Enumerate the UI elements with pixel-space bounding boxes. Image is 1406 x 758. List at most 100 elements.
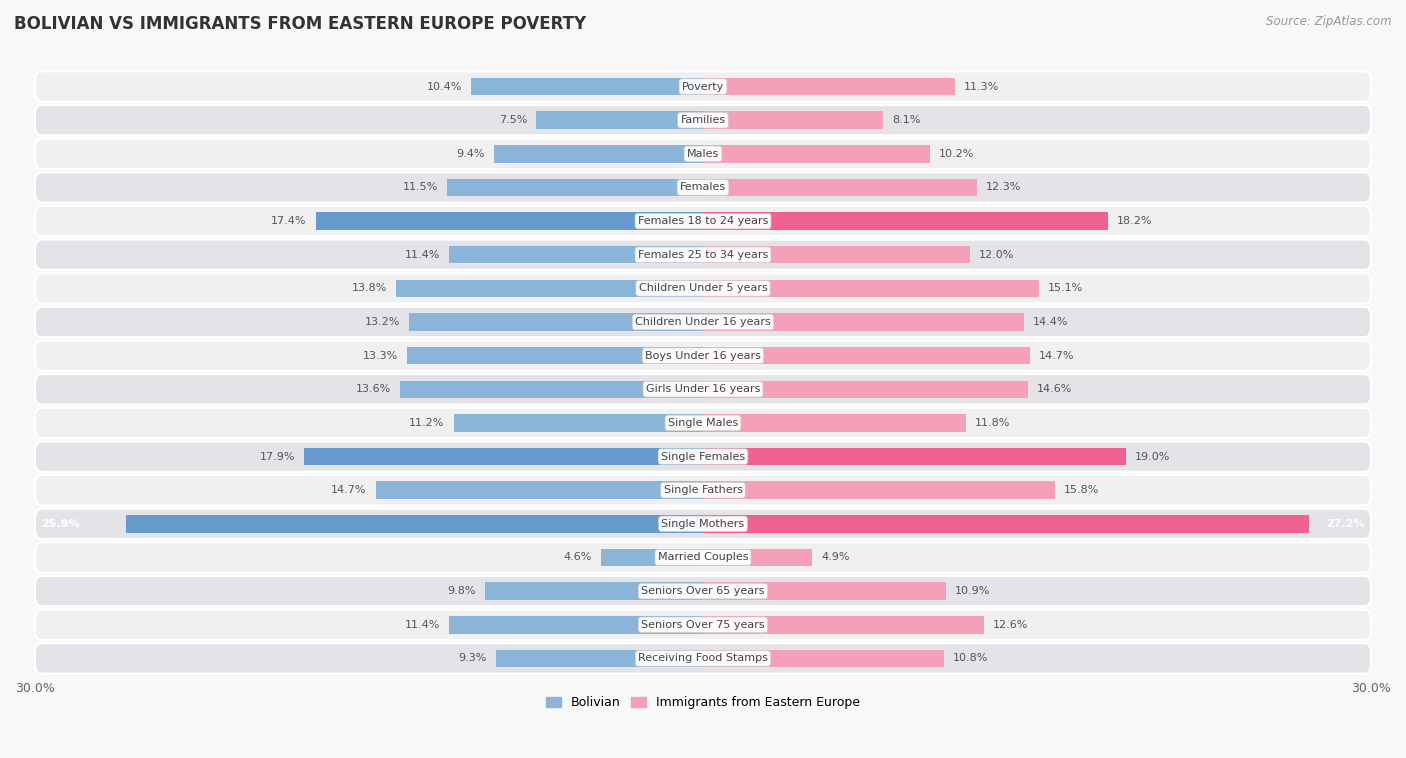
Text: Girls Under 16 years: Girls Under 16 years <box>645 384 761 394</box>
FancyBboxPatch shape <box>35 475 1371 506</box>
Bar <box>395 280 703 297</box>
Text: 11.4%: 11.4% <box>405 249 440 260</box>
Text: Single Mothers: Single Mothers <box>661 519 745 529</box>
Text: 12.0%: 12.0% <box>979 249 1015 260</box>
FancyBboxPatch shape <box>35 71 1371 102</box>
Bar <box>471 78 703 96</box>
Text: 11.4%: 11.4% <box>405 620 440 630</box>
Bar <box>703 448 1126 465</box>
Text: 9.3%: 9.3% <box>458 653 486 663</box>
Bar <box>703 78 955 96</box>
Text: Females 18 to 24 years: Females 18 to 24 years <box>638 216 768 226</box>
Bar <box>703 347 1031 365</box>
Text: 10.4%: 10.4% <box>427 82 463 92</box>
FancyBboxPatch shape <box>35 139 1371 169</box>
Text: Source: ZipAtlas.com: Source: ZipAtlas.com <box>1267 15 1392 28</box>
FancyBboxPatch shape <box>35 105 1371 136</box>
Text: 27.2%: 27.2% <box>1326 519 1364 529</box>
Text: 9.8%: 9.8% <box>447 586 475 596</box>
Text: 10.8%: 10.8% <box>952 653 988 663</box>
Bar <box>447 179 703 196</box>
Bar <box>401 381 703 398</box>
Text: 18.2%: 18.2% <box>1118 216 1153 226</box>
Text: 13.8%: 13.8% <box>352 283 387 293</box>
Text: 14.4%: 14.4% <box>1032 317 1069 327</box>
Text: 8.1%: 8.1% <box>893 115 921 125</box>
FancyBboxPatch shape <box>35 509 1371 539</box>
FancyBboxPatch shape <box>35 340 1371 371</box>
Bar <box>703 549 813 566</box>
Text: Females 25 to 34 years: Females 25 to 34 years <box>638 249 768 260</box>
FancyBboxPatch shape <box>35 374 1371 405</box>
Bar <box>703 212 1108 230</box>
FancyBboxPatch shape <box>35 408 1371 438</box>
Bar <box>454 414 703 432</box>
FancyBboxPatch shape <box>35 576 1371 606</box>
Bar <box>703 481 1054 499</box>
Text: 10.9%: 10.9% <box>955 586 990 596</box>
Bar <box>375 481 703 499</box>
FancyBboxPatch shape <box>35 609 1371 640</box>
Bar <box>703 179 977 196</box>
Text: Boys Under 16 years: Boys Under 16 years <box>645 351 761 361</box>
Text: 11.8%: 11.8% <box>974 418 1010 428</box>
Bar <box>703 582 946 600</box>
Text: 11.2%: 11.2% <box>409 418 444 428</box>
Bar <box>703 145 931 162</box>
Text: 25.9%: 25.9% <box>42 519 80 529</box>
FancyBboxPatch shape <box>35 543 1371 572</box>
Bar <box>703 111 883 129</box>
FancyBboxPatch shape <box>35 644 1371 674</box>
Text: 11.5%: 11.5% <box>402 183 439 193</box>
Text: 10.2%: 10.2% <box>939 149 974 159</box>
Bar <box>449 616 703 634</box>
Bar <box>703 616 984 634</box>
FancyBboxPatch shape <box>35 273 1371 303</box>
FancyBboxPatch shape <box>35 441 1371 471</box>
Bar <box>703 515 1309 533</box>
Bar <box>703 414 966 432</box>
Bar <box>536 111 703 129</box>
FancyBboxPatch shape <box>35 240 1371 270</box>
Text: 4.9%: 4.9% <box>821 553 849 562</box>
Text: 12.6%: 12.6% <box>993 620 1028 630</box>
Text: 13.6%: 13.6% <box>356 384 391 394</box>
Text: 17.4%: 17.4% <box>271 216 307 226</box>
Bar <box>315 212 703 230</box>
Text: Receiving Food Stamps: Receiving Food Stamps <box>638 653 768 663</box>
FancyBboxPatch shape <box>35 307 1371 337</box>
Text: Single Males: Single Males <box>668 418 738 428</box>
Bar <box>304 448 703 465</box>
Bar <box>127 515 703 533</box>
Text: 15.8%: 15.8% <box>1064 485 1099 495</box>
Text: 14.7%: 14.7% <box>1039 351 1074 361</box>
Bar <box>409 313 703 330</box>
Bar <box>600 549 703 566</box>
Bar <box>496 650 703 667</box>
Text: Seniors Over 75 years: Seniors Over 75 years <box>641 620 765 630</box>
Text: 7.5%: 7.5% <box>499 115 527 125</box>
Bar <box>494 145 703 162</box>
Text: Seniors Over 65 years: Seniors Over 65 years <box>641 586 765 596</box>
Text: 19.0%: 19.0% <box>1135 452 1170 462</box>
Text: 13.2%: 13.2% <box>364 317 401 327</box>
Text: Single Fathers: Single Fathers <box>664 485 742 495</box>
Text: 15.1%: 15.1% <box>1047 283 1084 293</box>
Text: Poverty: Poverty <box>682 82 724 92</box>
Text: Single Females: Single Females <box>661 452 745 462</box>
Bar <box>703 313 1024 330</box>
FancyBboxPatch shape <box>35 206 1371 236</box>
FancyBboxPatch shape <box>35 172 1371 202</box>
Text: Married Couples: Married Couples <box>658 553 748 562</box>
Bar <box>703 381 1028 398</box>
Legend: Bolivian, Immigrants from Eastern Europe: Bolivian, Immigrants from Eastern Europe <box>541 691 865 715</box>
Text: 11.3%: 11.3% <box>963 82 998 92</box>
Bar <box>703 246 970 264</box>
Text: 4.6%: 4.6% <box>564 553 592 562</box>
Text: BOLIVIAN VS IMMIGRANTS FROM EASTERN EUROPE POVERTY: BOLIVIAN VS IMMIGRANTS FROM EASTERN EURO… <box>14 15 586 33</box>
Text: 17.9%: 17.9% <box>260 452 295 462</box>
Text: Children Under 16 years: Children Under 16 years <box>636 317 770 327</box>
Bar <box>703 650 943 667</box>
Bar <box>449 246 703 264</box>
Text: Females: Females <box>681 183 725 193</box>
